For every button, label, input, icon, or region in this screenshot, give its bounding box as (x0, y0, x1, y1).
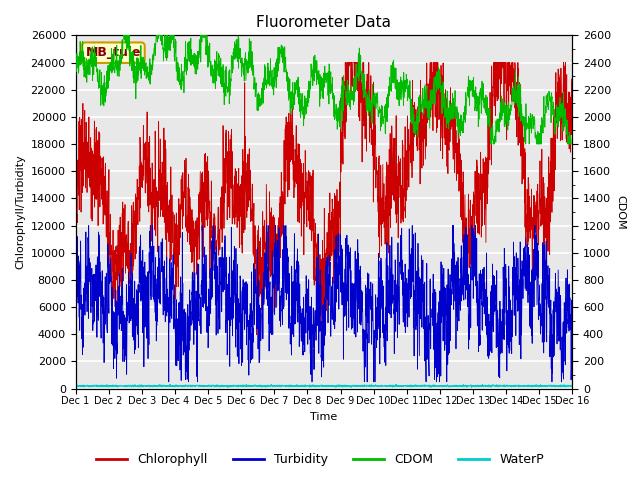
Y-axis label: Chlorophyll/Turbidity: Chlorophyll/Turbidity (15, 155, 25, 269)
Y-axis label: CDOM: CDOM (615, 195, 625, 229)
Title: Fluorometer Data: Fluorometer Data (257, 15, 392, 30)
X-axis label: Time: Time (310, 412, 338, 422)
Text: MB_tule: MB_tule (86, 46, 141, 59)
Legend: Chlorophyll, Turbidity, CDOM, WaterP: Chlorophyll, Turbidity, CDOM, WaterP (91, 448, 549, 471)
